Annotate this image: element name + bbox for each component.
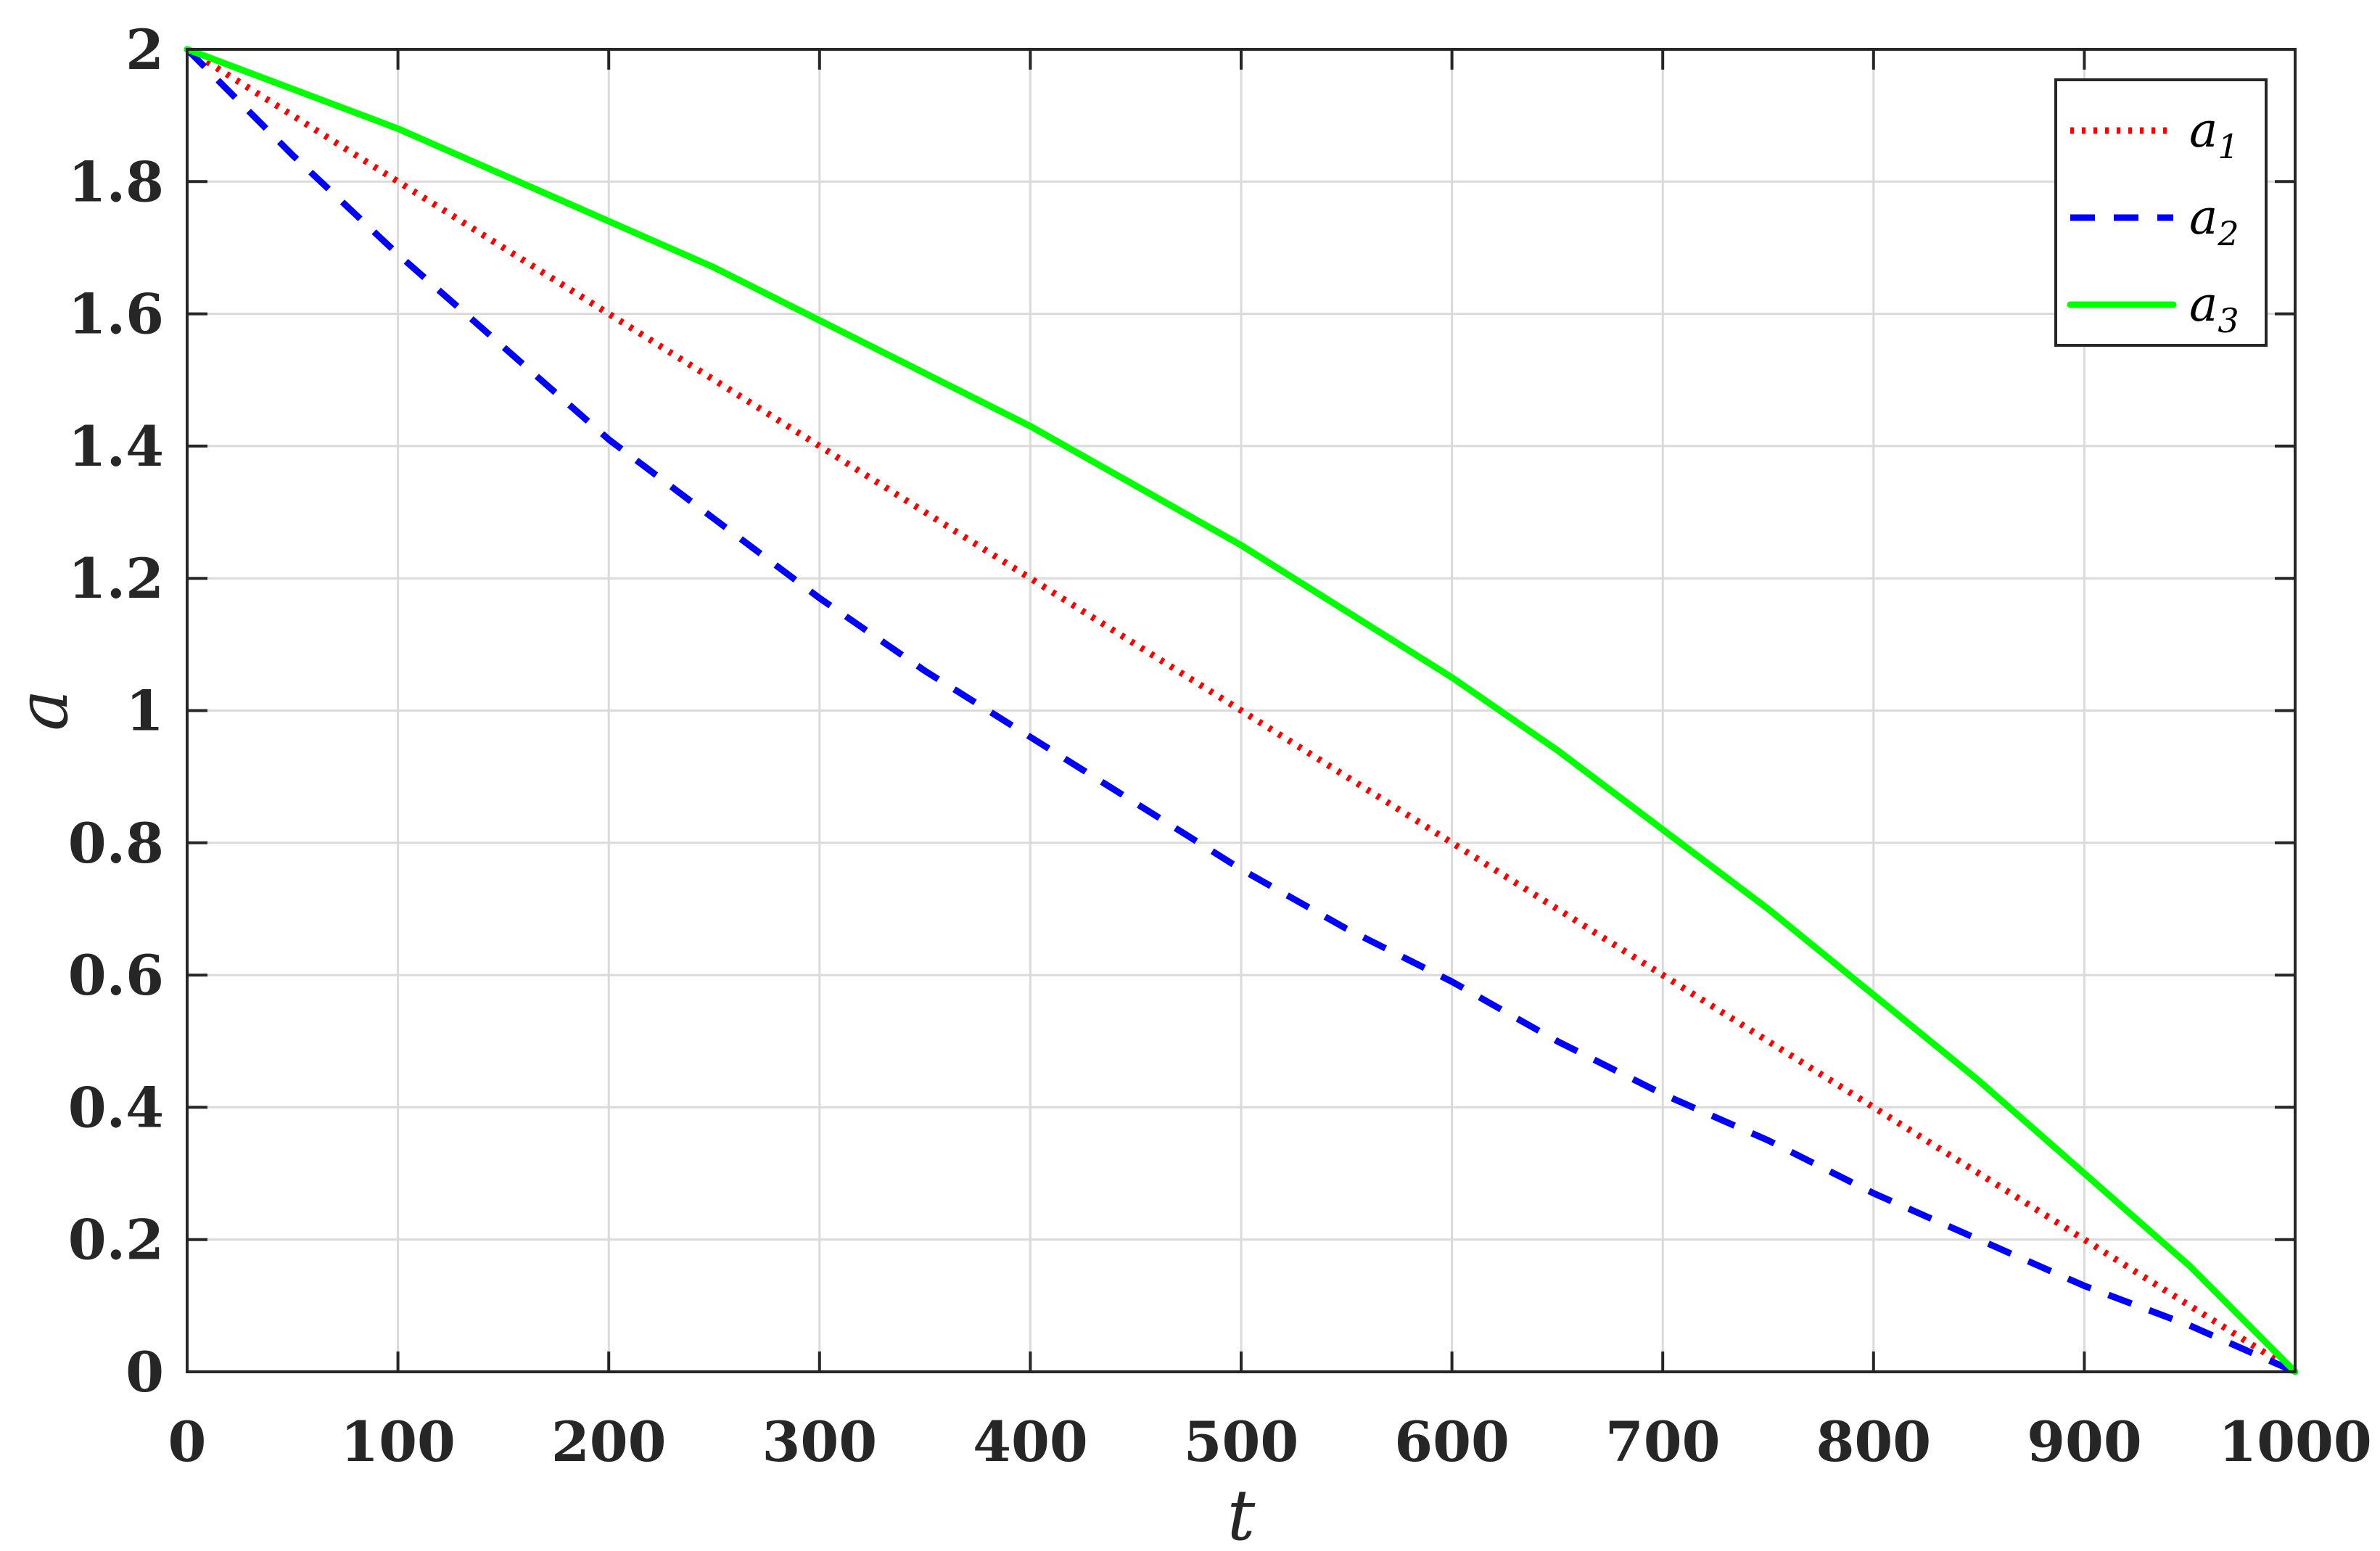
x-axis-label: t (1227, 1475, 1256, 1551)
x-tick-label: 1000 (2218, 1410, 2372, 1474)
grid-lines (187, 49, 2295, 1372)
y-tick-label: 2 (125, 17, 164, 82)
x-tick-label: 200 (551, 1410, 667, 1474)
series-line-a3 (184, 46, 2299, 1375)
y-tick-label: 0.2 (68, 1208, 164, 1272)
y-axis-label: a (2, 689, 83, 731)
legend-subscript: 3 (2218, 301, 2239, 340)
y-tick-label: 1.4 (68, 414, 164, 479)
legend-subscript: 1 (2218, 127, 2239, 166)
x-tick-label: 500 (1184, 1410, 1299, 1474)
legend-label-a2: a2 (2189, 189, 2239, 253)
y-tick-label: 1.2 (68, 546, 164, 611)
x-tick-label: 900 (2027, 1410, 2142, 1474)
legend-subscript: 2 (2217, 214, 2239, 253)
x-tick-label: 0 (168, 1410, 207, 1474)
x-tick-label: 800 (1816, 1410, 1931, 1474)
x-tick-label: 100 (340, 1410, 456, 1474)
series-line-a1 (185, 46, 2297, 1375)
y-tick-label: 0.4 (68, 1075, 164, 1140)
y-tick-label: 1.8 (68, 149, 164, 214)
x-tick-label: 300 (762, 1410, 877, 1474)
series-layer (184, 46, 2299, 1375)
y-tick-label: 0 (125, 1340, 164, 1404)
tick-marks (186, 48, 2297, 1373)
legend-box (2054, 78, 2268, 347)
series-line-a2 (184, 46, 2297, 1375)
x-tick-label: 400 (973, 1410, 1088, 1474)
tick-labels: 0 100 200 300 400 500 600 700 800 900 1000 0 0.2 0.4 0… (68, 17, 2372, 1474)
y-tick-label: 0.8 (68, 811, 164, 876)
x-tick-label: 600 (1394, 1410, 1510, 1474)
y-tick-label: 0.6 (68, 943, 164, 1008)
x-tick-label: 700 (1605, 1410, 1721, 1474)
y-tick-label: 1.6 (68, 282, 164, 347)
y-tick-label: 1 (125, 679, 164, 744)
legend-label-a3: a3 (2189, 276, 2239, 340)
